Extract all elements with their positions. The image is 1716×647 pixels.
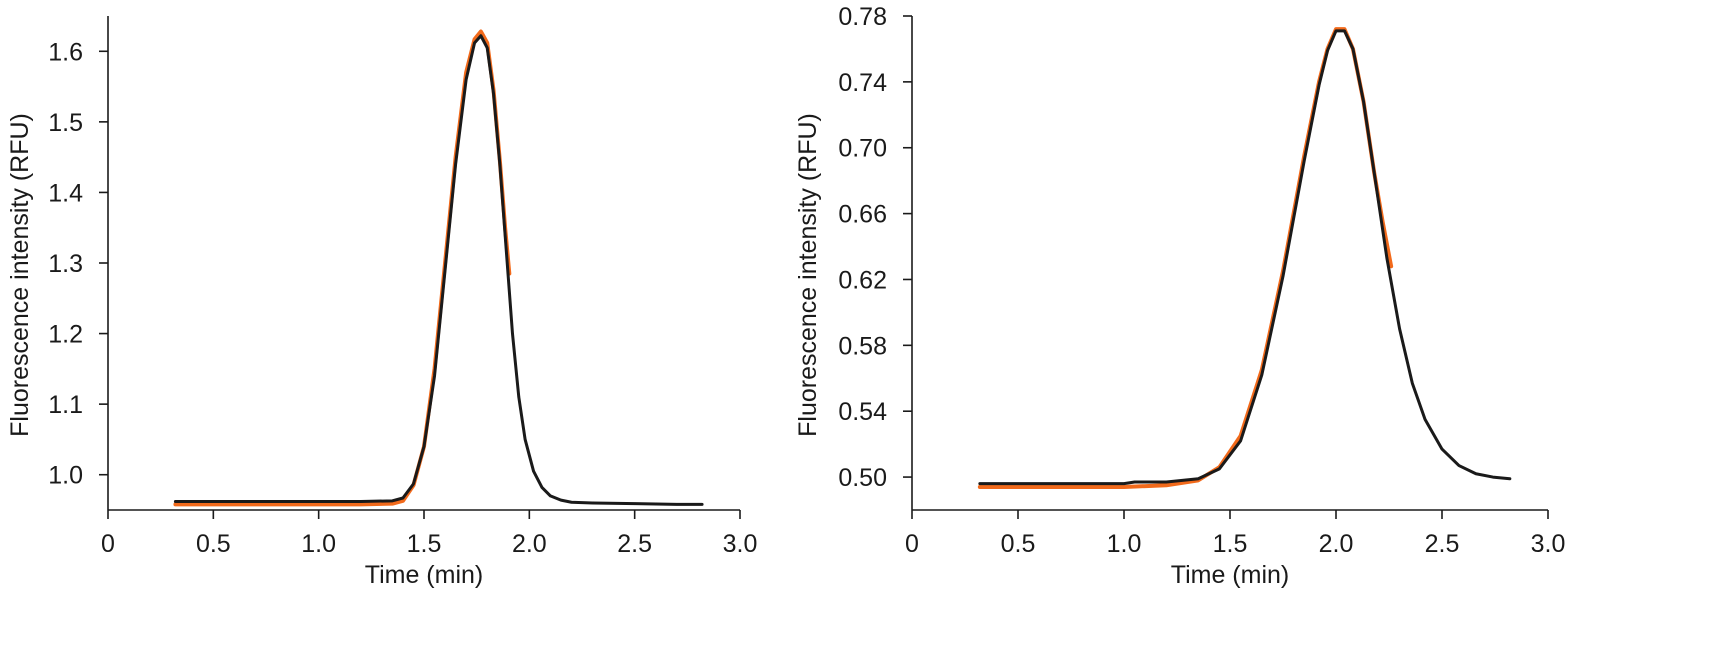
y-tick-label: 1.6 [48, 38, 83, 66]
x-tick-label: 1.0 [301, 530, 336, 558]
x-tick-label: 2.0 [512, 530, 547, 558]
y-tick-label: 0.62 [838, 266, 887, 294]
x-tick-label: 3.0 [723, 530, 758, 558]
x-tick-label: 0 [101, 530, 115, 558]
y-tick-label: 1.2 [48, 321, 83, 349]
y-axis-label: Fluorescence intensity (RFU) [6, 113, 34, 437]
series-line-measured [978, 29, 1512, 486]
y-tick-label: 1.5 [48, 109, 83, 137]
y-tick-label: 0.58 [838, 332, 887, 360]
y-tick-label: 0.66 [838, 201, 887, 229]
x-tick-label: 0.5 [196, 530, 231, 558]
series-line-fit [173, 29, 512, 507]
x-tick-label: 1.0 [1107, 530, 1142, 558]
x-tick-label: 2.5 [1425, 530, 1460, 558]
y-tick-label: 0.70 [838, 135, 887, 163]
x-axis-label: Time (min) [1171, 561, 1290, 589]
y-tick-label: 0.54 [838, 398, 887, 426]
y-tick-label: 1.3 [48, 250, 83, 278]
y-tick-label: 1.1 [48, 391, 83, 419]
y-tick-label: 0.50 [838, 464, 887, 492]
x-tick-label: 0 [905, 530, 919, 558]
x-tick-label: 3.0 [1531, 530, 1566, 558]
y-tick-label: 0.74 [838, 69, 887, 97]
y-tick-label: 1.0 [48, 462, 83, 490]
y-tick-label: 0.78 [838, 3, 887, 31]
chart-panel-right: 0 0.5 1.0 1.5 2.0 2.5 3.0 0.50 0.54 0.58 0.62 0.66 0… [794, 3, 1565, 589]
x-axis-label: Time (min) [365, 561, 484, 589]
chart-panel-left: 0 0.5 1.0 1.5 2.0 2.5 3.0 1.0 1.1 1.2 1.3 1.4 1.5 1.6… [6, 16, 757, 589]
x-tick-label: 1.5 [407, 530, 442, 558]
x-tick-label: 2.5 [617, 530, 652, 558]
y-axis-label: Fluorescence intensity (RFU) [794, 113, 822, 437]
x-tick-label: 0.5 [1001, 530, 1036, 558]
x-tick-label: 2.0 [1319, 530, 1354, 558]
x-tick-label: 1.5 [1213, 530, 1248, 558]
y-tick-label: 1.4 [48, 179, 83, 207]
series-line-measured [173, 34, 704, 506]
series-line-fit [977, 27, 1394, 489]
